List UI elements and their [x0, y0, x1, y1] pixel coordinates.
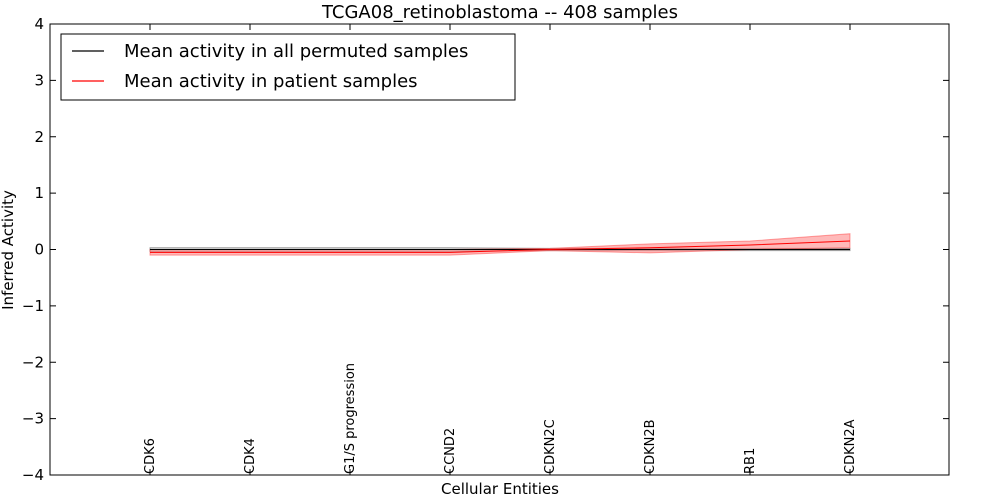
- x-tick-label: CDKN2A: [843, 419, 858, 474]
- legend: Mean activity in all permuted samples Mea…: [60, 33, 516, 101]
- plot-area: [149, 233, 851, 256]
- legend-box: [60, 33, 516, 101]
- x-tick-label: RB1: [743, 448, 758, 474]
- legend-label: Mean activity in all permuted samples: [124, 41, 468, 62]
- x-axis-label: Cellular Entities: [441, 480, 559, 498]
- chart-title: TCGA08_retinoblastoma -- 408 samples: [321, 2, 678, 23]
- x-axis: CDK6 CDK4 G1/S progression CCND2 CDKN2C CDKN2…: [143, 24, 858, 475]
- x-tick-label: CDKN2B: [643, 419, 658, 474]
- y-tick-label: 4: [34, 15, 44, 33]
- legend-label: Mean activity in patient samples: [124, 71, 418, 92]
- y-tick-label: −3: [22, 410, 44, 428]
- series-2-line: [150, 240, 851, 253]
- x-tick-label: CDK4: [243, 438, 258, 474]
- y-axis: 4 3 2 1 0 −1 −2 −3 −4: [22, 15, 949, 484]
- y-tick-label: −1: [22, 297, 44, 315]
- x-tick-label: G1/S progression: [343, 363, 358, 474]
- y-tick-label: −2: [22, 353, 44, 371]
- x-tick-label: CDK6: [143, 438, 158, 474]
- x-tick-label: CCND2: [443, 428, 458, 474]
- y-tick-label: 0: [34, 241, 44, 259]
- y-tick-label: 2: [34, 128, 44, 146]
- y-axis-label: Inferred Activity: [0, 190, 17, 310]
- y-tick-label: −4: [22, 466, 44, 484]
- y-tick-label: 1: [34, 184, 44, 202]
- x-tick-label: CDKN2C: [543, 419, 558, 474]
- y-tick-label: 3: [34, 71, 44, 89]
